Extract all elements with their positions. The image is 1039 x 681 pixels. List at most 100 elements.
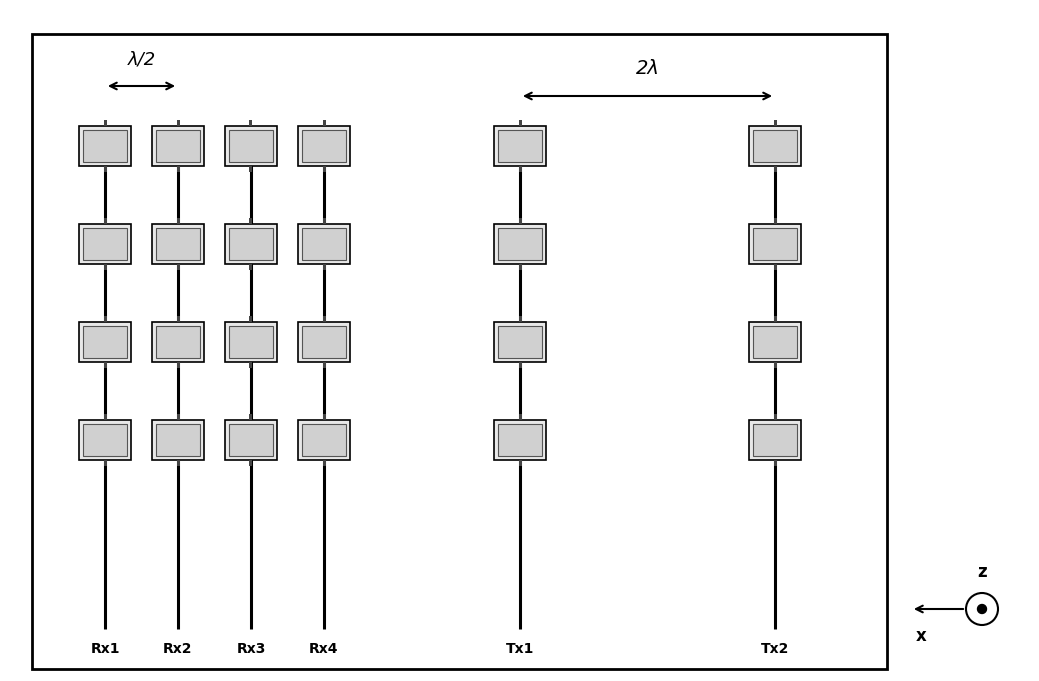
Bar <box>249 218 252 224</box>
Bar <box>773 166 776 172</box>
Bar <box>177 218 180 224</box>
Bar <box>104 316 107 322</box>
Bar <box>498 326 542 358</box>
Text: Rx3: Rx3 <box>236 642 266 656</box>
Bar <box>298 420 350 460</box>
Text: x: x <box>915 627 927 645</box>
Bar <box>152 420 204 460</box>
Bar <box>152 126 204 166</box>
Bar <box>83 424 127 456</box>
Bar <box>494 224 547 264</box>
Bar <box>494 322 547 362</box>
Bar <box>518 166 522 172</box>
Bar <box>298 224 350 264</box>
Bar <box>156 326 199 358</box>
Bar <box>249 166 252 172</box>
Bar <box>249 362 252 368</box>
Bar <box>79 126 131 166</box>
Bar <box>249 264 252 270</box>
Bar <box>322 264 325 270</box>
Bar <box>249 460 252 466</box>
Bar <box>749 224 801 264</box>
Bar <box>156 424 199 456</box>
Bar <box>249 414 252 420</box>
Bar <box>177 362 180 368</box>
Bar <box>225 224 277 264</box>
Bar <box>177 460 180 466</box>
Bar <box>753 228 797 260</box>
Bar <box>104 414 107 420</box>
Bar <box>229 326 273 358</box>
Bar <box>773 264 776 270</box>
Text: Tx2: Tx2 <box>761 642 790 656</box>
Bar <box>298 322 350 362</box>
Bar <box>229 130 273 162</box>
Text: Rx1: Rx1 <box>90 642 119 656</box>
Bar <box>498 424 542 456</box>
Bar <box>104 460 107 466</box>
Bar <box>773 316 776 322</box>
Bar <box>322 414 325 420</box>
Bar <box>104 120 107 126</box>
Bar <box>773 460 776 466</box>
Bar <box>104 218 107 224</box>
Bar <box>518 218 522 224</box>
Bar <box>518 362 522 368</box>
Bar <box>79 322 131 362</box>
Bar <box>249 120 252 126</box>
Bar <box>749 420 801 460</box>
Bar <box>177 120 180 126</box>
Text: λ/2: λ/2 <box>128 50 156 68</box>
Bar <box>177 414 180 420</box>
Bar <box>302 130 346 162</box>
Bar <box>753 424 797 456</box>
Bar <box>518 120 522 126</box>
Bar <box>83 228 127 260</box>
Bar <box>773 218 776 224</box>
Text: z: z <box>978 563 987 581</box>
Bar <box>302 326 346 358</box>
Bar <box>773 414 776 420</box>
Bar <box>322 166 325 172</box>
Bar <box>773 362 776 368</box>
Bar <box>518 264 522 270</box>
Bar <box>177 166 180 172</box>
Bar <box>83 326 127 358</box>
Text: 2λ: 2λ <box>636 59 660 78</box>
Bar <box>322 120 325 126</box>
Bar <box>518 316 522 322</box>
Bar <box>152 322 204 362</box>
Bar <box>518 414 522 420</box>
Bar <box>229 424 273 456</box>
Bar <box>79 224 131 264</box>
Bar <box>225 420 277 460</box>
Bar <box>104 166 107 172</box>
Bar <box>156 228 199 260</box>
Bar <box>156 130 199 162</box>
Bar <box>298 126 350 166</box>
Bar <box>79 420 131 460</box>
Bar <box>104 362 107 368</box>
Bar <box>302 424 346 456</box>
Bar <box>225 322 277 362</box>
Bar <box>494 126 547 166</box>
Bar <box>177 316 180 322</box>
Bar <box>249 316 252 322</box>
Bar <box>753 130 797 162</box>
Bar <box>753 326 797 358</box>
Bar <box>225 126 277 166</box>
Bar <box>229 228 273 260</box>
Bar <box>177 264 180 270</box>
Text: Rx2: Rx2 <box>163 642 193 656</box>
Bar <box>518 460 522 466</box>
Circle shape <box>978 605 986 614</box>
Bar <box>32 34 887 669</box>
Bar <box>498 130 542 162</box>
Bar <box>322 316 325 322</box>
Bar <box>104 264 107 270</box>
Bar <box>322 218 325 224</box>
Bar <box>302 228 346 260</box>
Bar <box>773 120 776 126</box>
Bar <box>83 130 127 162</box>
Bar <box>322 362 325 368</box>
